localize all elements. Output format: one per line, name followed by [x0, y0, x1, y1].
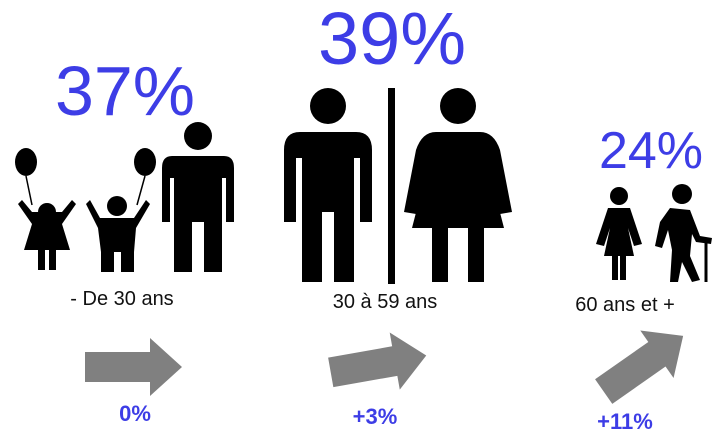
change: 0%: [119, 401, 151, 426]
trend-arrow: [328, 332, 427, 390]
trend-arrow: [595, 330, 684, 404]
share: 39%: [318, 0, 466, 80]
trend-arrow: [85, 338, 182, 396]
share: 24%: [599, 122, 703, 180]
share: 37%: [55, 52, 195, 130]
group-label: 30 à 59 ans: [333, 291, 438, 313]
group-label: - De 30 ans: [70, 288, 173, 310]
icon-man-woman: [284, 88, 512, 284]
icon-elderly: [596, 184, 712, 282]
icon-children-adult: [15, 122, 234, 272]
change: +3%: [353, 404, 398, 429]
group-label: 60 ans et +: [575, 294, 675, 316]
change: +11%: [597, 409, 653, 434]
